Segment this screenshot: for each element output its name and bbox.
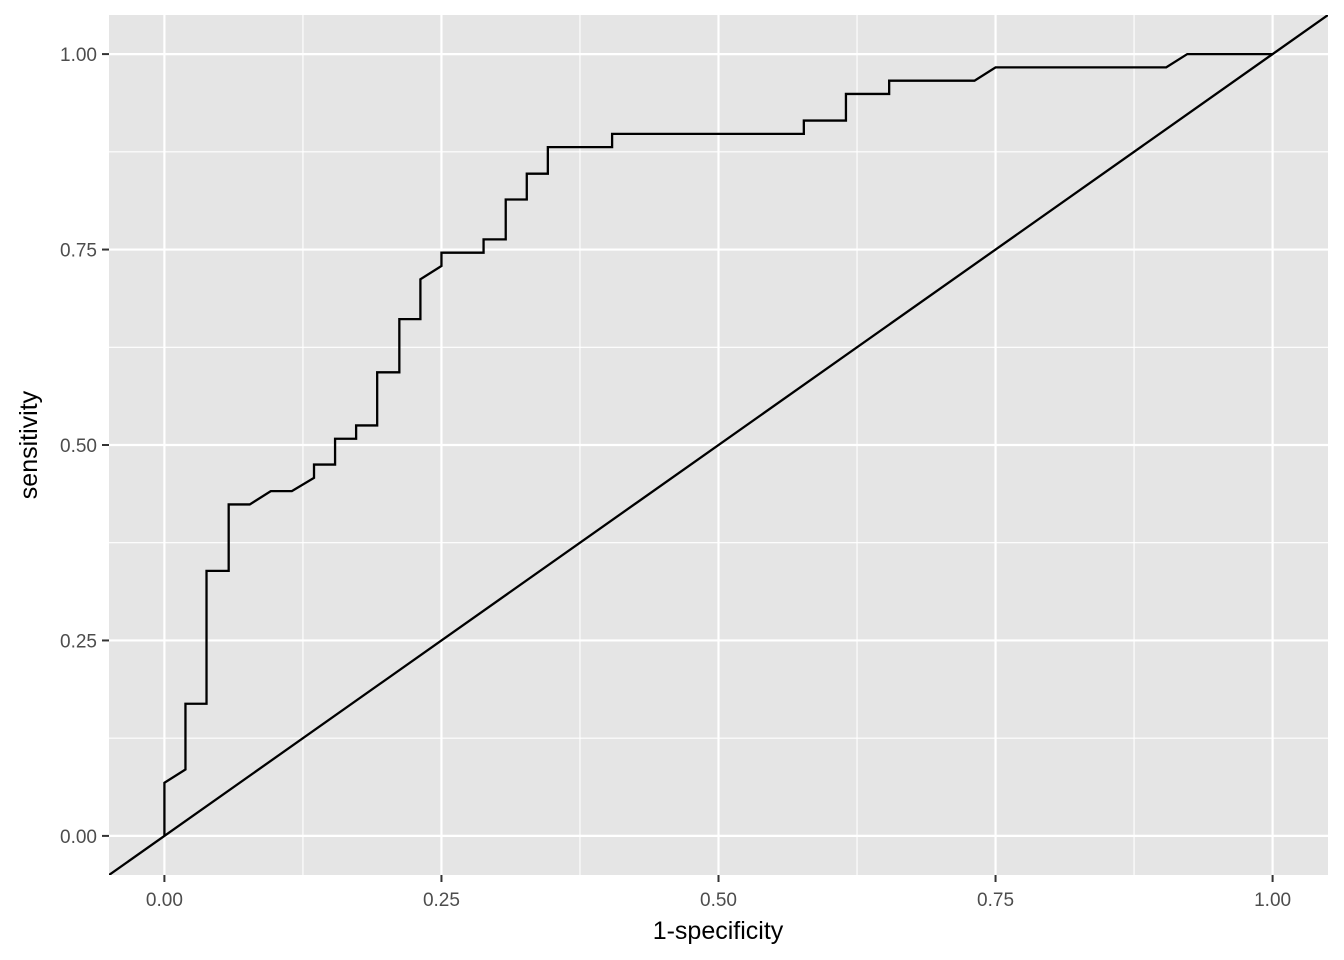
x-tick-label: 0.25: [423, 890, 460, 911]
x-axis-title: 1-specificity: [653, 917, 784, 945]
x-axis: 0.00 0.25 0.50 0.75 1.00: [146, 875, 1291, 911]
x-tick-label: 0.75: [977, 890, 1014, 911]
series-layer: [109, 15, 1328, 875]
reference-diagonal-line: [109, 15, 1328, 875]
x-tick-label: 1.00: [1254, 890, 1291, 911]
roc-curve-line: [163, 52, 1273, 836]
x-tick-label: 0.00: [146, 890, 183, 911]
y-tick-label: 0.50: [60, 436, 97, 457]
y-tick-label: 1.00: [60, 45, 97, 66]
y-axis: 0.00 0.25 0.50 0.75 1.00: [60, 45, 109, 848]
y-tick-label: 0.75: [60, 241, 97, 262]
y-tick-label: 0.00: [60, 827, 97, 848]
y-tick-label: 0.25: [60, 631, 97, 652]
y-axis-title: sensitivity: [15, 390, 43, 499]
x-tick-label: 0.50: [700, 890, 737, 911]
